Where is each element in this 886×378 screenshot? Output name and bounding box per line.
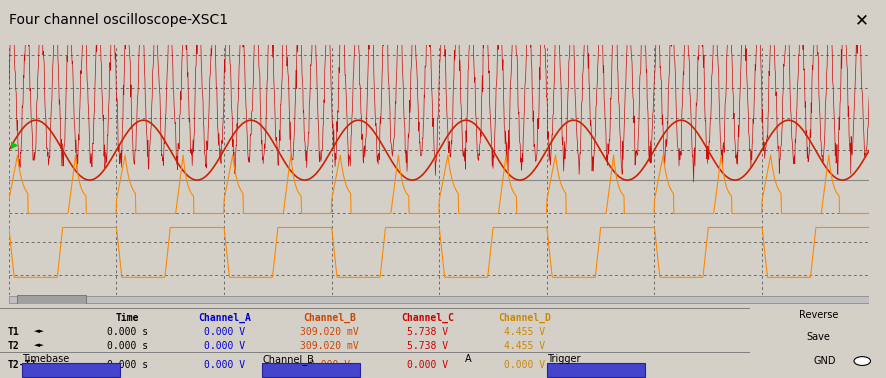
Text: 0.000 V: 0.000 V [406, 360, 447, 370]
FancyBboxPatch shape [626, 256, 886, 378]
Text: Reverse: Reverse [797, 310, 837, 320]
Text: Timebase: Timebase [22, 355, 70, 364]
Text: 0.000 s: 0.000 s [106, 341, 148, 350]
Text: 5.738 V: 5.738 V [406, 341, 447, 350]
Text: 4.455 V: 4.455 V [503, 341, 545, 350]
Text: Channel_C: Channel_C [400, 313, 453, 323]
Text: GND: GND [813, 356, 835, 366]
Text: 0.000 V: 0.000 V [503, 360, 545, 370]
Text: 0.000 V: 0.000 V [309, 360, 350, 370]
Text: 0.000 s: 0.000 s [106, 327, 148, 336]
Text: Time: Time [115, 313, 139, 322]
FancyBboxPatch shape [626, 234, 886, 378]
Circle shape [853, 356, 869, 366]
Text: ✕: ✕ [854, 11, 868, 29]
Text: 0.000 V: 0.000 V [204, 327, 245, 336]
Text: 5.738 V: 5.738 V [406, 327, 447, 336]
Text: ▶: ▶ [11, 140, 18, 150]
FancyBboxPatch shape [18, 295, 86, 304]
Text: T2-T1: T2-T1 [7, 360, 37, 370]
Text: Channel_B: Channel_B [262, 354, 314, 365]
Text: 0.000 s: 0.000 s [106, 360, 148, 370]
Text: Trigger: Trigger [547, 355, 580, 364]
Text: 309.020 mV: 309.020 mV [300, 341, 359, 350]
Text: 0.000 V: 0.000 V [204, 341, 245, 350]
Text: Channel_A: Channel_A [198, 313, 251, 323]
Text: Channel_D: Channel_D [498, 313, 550, 323]
Text: A: A [464, 355, 470, 364]
Text: 0.000 V: 0.000 V [204, 360, 245, 370]
FancyBboxPatch shape [547, 364, 644, 376]
Text: 4.455 V: 4.455 V [503, 327, 545, 336]
Text: ◄►: ◄► [34, 342, 44, 349]
FancyBboxPatch shape [9, 296, 868, 303]
Text: Save: Save [805, 333, 829, 342]
Text: 309.020 mV: 309.020 mV [300, 327, 359, 336]
FancyBboxPatch shape [262, 364, 360, 376]
Text: T2: T2 [7, 341, 19, 350]
Text: ◄►: ◄► [34, 328, 44, 335]
Text: Channel_B: Channel_B [303, 313, 356, 323]
Text: T1: T1 [7, 327, 19, 336]
Text: Four channel oscilloscope-XSC1: Four channel oscilloscope-XSC1 [9, 13, 228, 28]
FancyBboxPatch shape [22, 364, 120, 376]
